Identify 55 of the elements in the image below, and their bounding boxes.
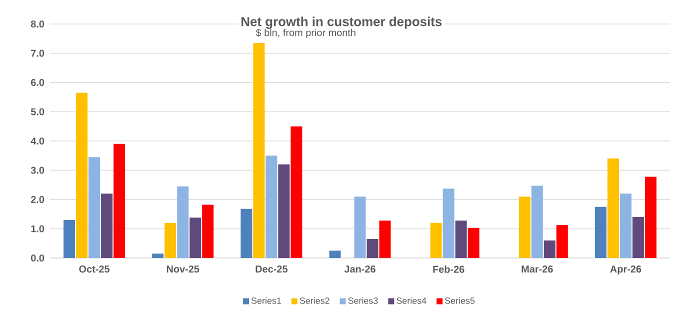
x-tick-label: Apr-26 [610,266,642,275]
bar [290,126,302,258]
bar [379,220,391,258]
bar [253,43,265,258]
x-tick-label: Feb-26 [433,266,464,273]
y-tick-label: 8.0 [30,20,44,28]
x-tick-label: Nov-25 [166,266,200,273]
bar [329,250,341,258]
legend-label: Series1 [251,297,281,304]
x-tick-label: Jan-26 [344,266,376,273]
bar [152,254,164,258]
legend-label: Series4 [396,297,426,304]
bar [101,194,113,258]
bar [632,217,644,258]
y-tick-label: 3.0 [30,166,44,174]
bar [442,188,454,258]
x-tick-label: Mar-26 [522,266,553,273]
legend-label: Series2 [300,297,330,304]
y-tick-label: 6.0 [30,78,44,86]
bar [64,220,76,258]
bar [620,194,632,258]
legend-label: Series5 [444,297,475,304]
bar [88,157,100,258]
y-tick-label: 4.0 [30,137,44,145]
chart-subtitle: $ bln, from prior month [256,28,356,38]
y-tick-label: 0.0 [31,254,44,262]
bar [607,158,619,258]
bar [468,228,480,258]
bar [76,92,88,258]
bar [164,222,176,258]
bar [455,220,467,258]
bar [366,238,378,258]
bar [430,222,442,258]
bar [202,204,214,258]
bar [266,156,278,258]
bar [354,196,366,258]
y-tick-label: 7.0 [31,50,44,57]
bar [240,208,252,258]
bar [190,218,202,258]
bar [114,144,126,258]
chart-title: Net growth in customer deposits [242,16,442,29]
bar [544,240,556,258]
x-tick-label: Dec-25 [256,266,288,273]
bar [594,206,606,258]
x-tick-label: Oct-25 [79,266,110,273]
bar [278,164,290,258]
bar [556,224,568,258]
bar [531,186,543,258]
bar [177,186,189,258]
bar [518,196,530,258]
y-tick-label: 5.0 [30,108,44,116]
legend-label: Series3 [348,297,378,304]
y-tick-label: 1.0 [31,225,44,232]
y-tick-label: 2.0 [30,196,44,204]
bar [644,176,656,258]
